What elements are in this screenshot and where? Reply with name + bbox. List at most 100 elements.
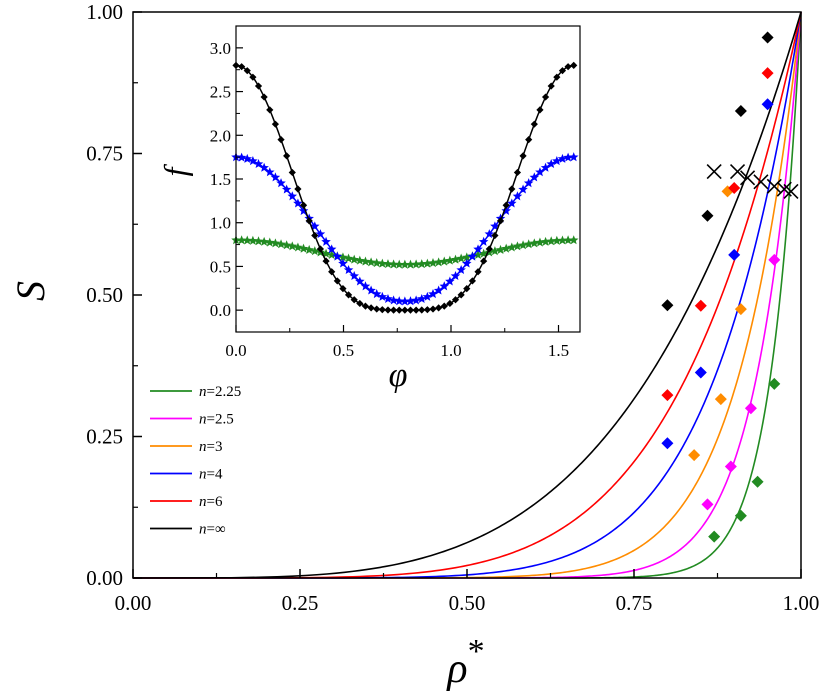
inset-series-1-marker-10 [287,191,298,201]
inset-x-tick-label-3: 1.5 [548,341,569,360]
inset-series-1-marker-20 [343,265,354,275]
inset-series-0-marker-29 [395,306,403,314]
series-line-2 [133,11,802,579]
inset-series-0-marker-6 [266,106,274,114]
inset-series-1-marker-59 [563,152,573,162]
y-tick-label-4: 1.00 [86,0,123,24]
inset-series-0-marker-60 [570,61,578,69]
inset-series-2-marker-13 [304,244,314,254]
inset-series-1-marker-43 [473,244,483,254]
inset-series-0-marker-26 [378,306,386,314]
inset-series-1-marker-9 [281,184,292,194]
inset-series-0-marker-17 [328,268,336,276]
inset-series-2-marker-28 [388,259,399,269]
inset-series-1-marker-60 [568,152,579,162]
series-line-5 [132,11,802,579]
series-5-marker-1 [701,209,714,222]
inset-series-0-marker-45 [485,245,493,253]
inset-series-1-marker-3 [248,156,258,166]
series-1-marker-3 [768,253,781,266]
inset-series-0-marker-59 [564,63,572,71]
series-4-marker-2 [728,182,741,195]
cross-marker-1 [729,164,746,180]
series-5-marker-3 [761,31,774,44]
inset-series-0-marker-32 [412,306,420,314]
series-2-marker-2 [734,303,747,316]
inset-series-0-marker-5 [260,93,268,101]
inset-series-2-marker-41 [462,252,472,262]
inset-series-0-marker-12 [299,201,308,209]
inset-series-1-marker-25 [371,289,382,299]
inset-series-0-marker-24 [367,304,375,312]
inset-x-tick-label-2: 1.0 [440,341,461,360]
inset-series-2-marker-34 [422,258,433,268]
series-4-marker-0 [661,389,674,402]
inset-series-2-marker-4 [253,236,264,246]
inset-series-1-marker-56 [546,158,556,169]
inset-series-1-marker-17 [326,244,337,254]
inset-series-2-marker-5 [259,236,269,246]
inset-series-0-marker-28 [390,306,398,314]
cross-marker-2 [739,170,756,186]
inset-series-2-marker-59 [563,235,573,245]
inset-series-0-marker-33 [418,306,426,314]
series-0-marker-3 [768,377,781,390]
inset-series-0-marker-34 [423,306,431,314]
inset-series-1-marker-28 [388,295,399,305]
inset-series-2-marker-20 [343,253,354,263]
y-tick-label-0: 0.00 [86,566,123,590]
inset-series-2-marker-30 [400,259,410,269]
inset-series-2-marker-60 [568,235,579,245]
inset-series [231,61,579,314]
inset-series-1-marker-37 [439,281,450,291]
legend-label-4: n=6 [199,494,223,510]
inset-series-2-marker-40 [456,253,466,263]
inset-series-2-marker-8 [276,239,286,249]
inset-y-tick-label-3: 1.5 [210,170,231,189]
inset-series-1-marker-31 [405,296,416,306]
inset-series-1-marker-33 [416,293,427,304]
inset-series-0-marker-43 [474,268,482,276]
inset-series-2-marker-23 [360,256,371,266]
inset-series-1-marker-51 [518,184,528,194]
inset-series-1-marker-38 [445,276,455,286]
inset-x-tick-label-1: 0.5 [333,341,354,360]
x-tick-label-2: 0.50 [449,591,486,615]
inset-series-2-marker-44 [478,248,489,258]
inset-series-2-marker-26 [377,258,388,268]
inset-series-2-marker-39 [450,254,461,264]
inset-series-2-marker-25 [371,258,382,268]
inset-series-0-marker-46 [491,231,499,240]
inset-series-0-marker-36 [435,304,443,312]
inset-series-0-marker-40 [457,291,465,299]
inset-series-1-marker-58 [557,153,568,163]
inset-series-0-marker-16 [322,257,330,265]
inset-series-2-marker-2 [242,235,253,245]
inset-series-0-marker-39 [451,296,460,304]
series-0-marker-1 [734,509,747,522]
inset-series-1-marker-30 [400,296,410,306]
inset-series-2-marker-9 [281,240,292,250]
inset-series-0-marker-53 [530,120,538,128]
inset-series-0-marker-51 [519,152,527,160]
inset-series-1-marker-48 [501,205,511,215]
main-x-axis-title: ρ* [445,633,484,691]
y-tick-label-3: 0.75 [86,142,123,166]
inset-y-tick-label-1: 0.5 [210,257,231,276]
y-tick-label-2: 0.50 [86,283,123,307]
inset-series-2-marker-36 [433,257,444,267]
inset-series-2-marker-21 [349,254,359,264]
inset-series-1-marker-49 [507,198,517,208]
inset-series-1-marker-8 [276,178,286,188]
inset-series-0-marker-50 [513,168,522,177]
x-tick-label-1: 0.25 [282,591,319,615]
legend-label-5: n=∞ [199,522,226,538]
inset-series-1-marker-39 [450,271,461,281]
inset-series-2-marker-38 [445,255,455,265]
inset-series-1-marker-36 [433,285,444,295]
inset-series-2-marker-56 [546,236,556,246]
cross-marker-3 [753,174,769,190]
x-tick-label-4: 1.00 [783,591,820,615]
inset-series-2-marker-48 [501,243,511,253]
inset-series-0-marker-9 [283,152,291,160]
